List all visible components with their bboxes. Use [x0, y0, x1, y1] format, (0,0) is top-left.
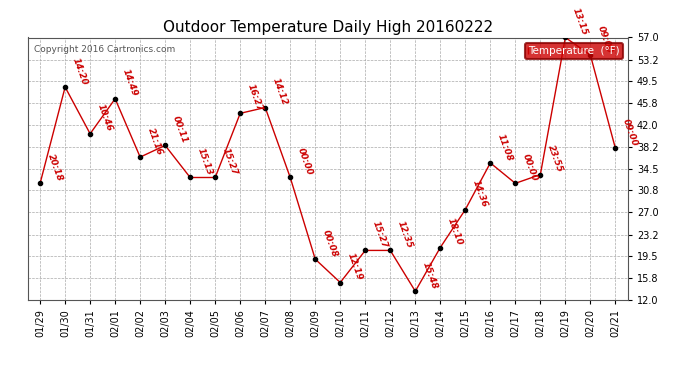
Text: 21:16: 21:16: [146, 126, 164, 156]
Text: 23:55: 23:55: [546, 144, 564, 174]
Text: 15:27: 15:27: [221, 147, 239, 177]
Text: 20:18: 20:18: [46, 153, 64, 183]
Text: 00:00: 00:00: [521, 153, 539, 183]
Text: 11:08: 11:08: [496, 132, 514, 162]
Text: 13:15: 13:15: [571, 7, 589, 37]
Text: 16:27: 16:27: [246, 82, 264, 112]
Text: 00:00: 00:00: [296, 147, 314, 177]
Text: 14:20: 14:20: [70, 56, 89, 86]
Text: 15:13: 15:13: [196, 147, 214, 177]
Text: 09:00: 09:00: [596, 24, 614, 54]
Text: 14:36: 14:36: [471, 179, 489, 209]
Text: 00:11: 00:11: [170, 115, 189, 145]
Text: 18:10: 18:10: [446, 217, 464, 247]
Text: 15:48: 15:48: [421, 261, 439, 291]
Text: 15:27: 15:27: [371, 220, 389, 250]
Text: 09:00: 09:00: [621, 118, 639, 147]
Text: 14:12: 14:12: [270, 77, 289, 107]
Text: 14:49: 14:49: [121, 68, 139, 98]
Text: 00:08: 00:08: [321, 228, 339, 258]
Text: 12:19: 12:19: [346, 252, 364, 282]
Text: 10:46: 10:46: [96, 103, 114, 133]
Legend: Temperature  (°F): Temperature (°F): [525, 43, 622, 59]
Text: 12:35: 12:35: [396, 220, 414, 250]
Text: Copyright 2016 Cartronics.com: Copyright 2016 Cartronics.com: [34, 45, 175, 54]
Title: Outdoor Temperature Daily High 20160222: Outdoor Temperature Daily High 20160222: [163, 20, 493, 35]
